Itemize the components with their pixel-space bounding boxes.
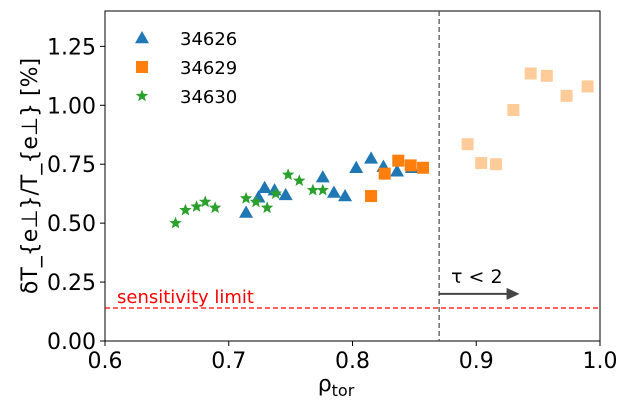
data-point-34626 bbox=[390, 164, 405, 177]
data-point-34629 bbox=[392, 154, 405, 167]
data-point-34630 bbox=[260, 201, 274, 214]
x-axis-label: ρtor bbox=[318, 372, 355, 400]
data-point-34630 bbox=[179, 203, 192, 216]
data-point-34630 bbox=[306, 183, 320, 196]
data-point-34626 bbox=[326, 185, 341, 198]
legend-marker-34629 bbox=[136, 61, 148, 73]
data-point-34630 bbox=[269, 187, 282, 199]
x-tick-label: 0.7 bbox=[211, 349, 246, 374]
data-point-34626 bbox=[364, 151, 379, 164]
legend-label-34629: 34629 bbox=[180, 58, 237, 79]
data-point-34626 bbox=[239, 205, 254, 218]
reference-lines: sensitivity limit τ < 2 bbox=[105, 11, 600, 341]
y-tick-label: 0.50 bbox=[47, 212, 96, 237]
data-point-34630 bbox=[190, 200, 203, 212]
y-tick-label: 1.25 bbox=[47, 35, 96, 60]
data-point-series-3 bbox=[560, 89, 573, 102]
x-tick-label: 0.9 bbox=[459, 349, 494, 374]
data-point-34629 bbox=[365, 190, 378, 203]
y-tick-label: 0.00 bbox=[47, 330, 96, 355]
sensitivity-limit-label: sensitivity limit bbox=[117, 287, 254, 308]
y-tick-label: 0.25 bbox=[47, 271, 96, 296]
legend-label-34630: 34630 bbox=[180, 87, 237, 108]
x-tick-label: 0.8 bbox=[335, 349, 370, 374]
data-point-series-3 bbox=[540, 69, 553, 82]
data-point-34630 bbox=[316, 183, 329, 196]
axes: 0.6 0.7 0.8 0.9 1.0 0.00 0.25 0.50 0.75 1.00 1.25 bbox=[47, 10, 618, 374]
data-point-34630 bbox=[208, 201, 222, 214]
data-point-34626 bbox=[315, 170, 330, 183]
data-point-series-3 bbox=[524, 67, 537, 80]
data-point-series-3 bbox=[507, 104, 520, 116]
data-point-34626 bbox=[278, 187, 293, 201]
data-point-series-3 bbox=[581, 80, 594, 93]
y-tick-label: 0.75 bbox=[47, 153, 96, 178]
data-point-34630 bbox=[249, 195, 263, 208]
data-point-34630 bbox=[239, 191, 253, 204]
legend-marker-34630 bbox=[135, 89, 149, 102]
data-point-series-3 bbox=[490, 158, 503, 171]
legend-label-34626: 34626 bbox=[180, 29, 237, 50]
arrow-label: τ < 2 bbox=[451, 266, 503, 288]
data-point-34630 bbox=[169, 216, 182, 229]
y-tick-label: 1.00 bbox=[47, 94, 96, 119]
y-axis-label: δT_{e⊥}/T_{e⊥} [%] bbox=[18, 58, 43, 294]
data-point-34630 bbox=[199, 195, 212, 208]
axis-labels: ρtor δT_{e⊥}/T_{e⊥} [%] bbox=[18, 58, 355, 400]
data-point-34629 bbox=[404, 159, 417, 172]
x-tick-label: 1.0 bbox=[583, 349, 618, 374]
data-points bbox=[169, 67, 594, 229]
data-point-34629 bbox=[378, 167, 391, 180]
legend-marker-34626 bbox=[135, 31, 149, 44]
arrow-head bbox=[506, 287, 520, 300]
data-point-34626 bbox=[349, 160, 364, 173]
data-point-series-3 bbox=[475, 157, 488, 170]
data-point-34626 bbox=[338, 189, 353, 202]
legend: 34626 34629 34630 bbox=[135, 29, 237, 108]
data-point-34630 bbox=[281, 168, 295, 181]
data-point-34629 bbox=[417, 161, 430, 174]
x-tick-label: 0.6 bbox=[88, 349, 123, 374]
data-point-34626 bbox=[257, 180, 272, 194]
data-point-34630 bbox=[293, 174, 306, 186]
data-point-series-3 bbox=[461, 138, 474, 151]
